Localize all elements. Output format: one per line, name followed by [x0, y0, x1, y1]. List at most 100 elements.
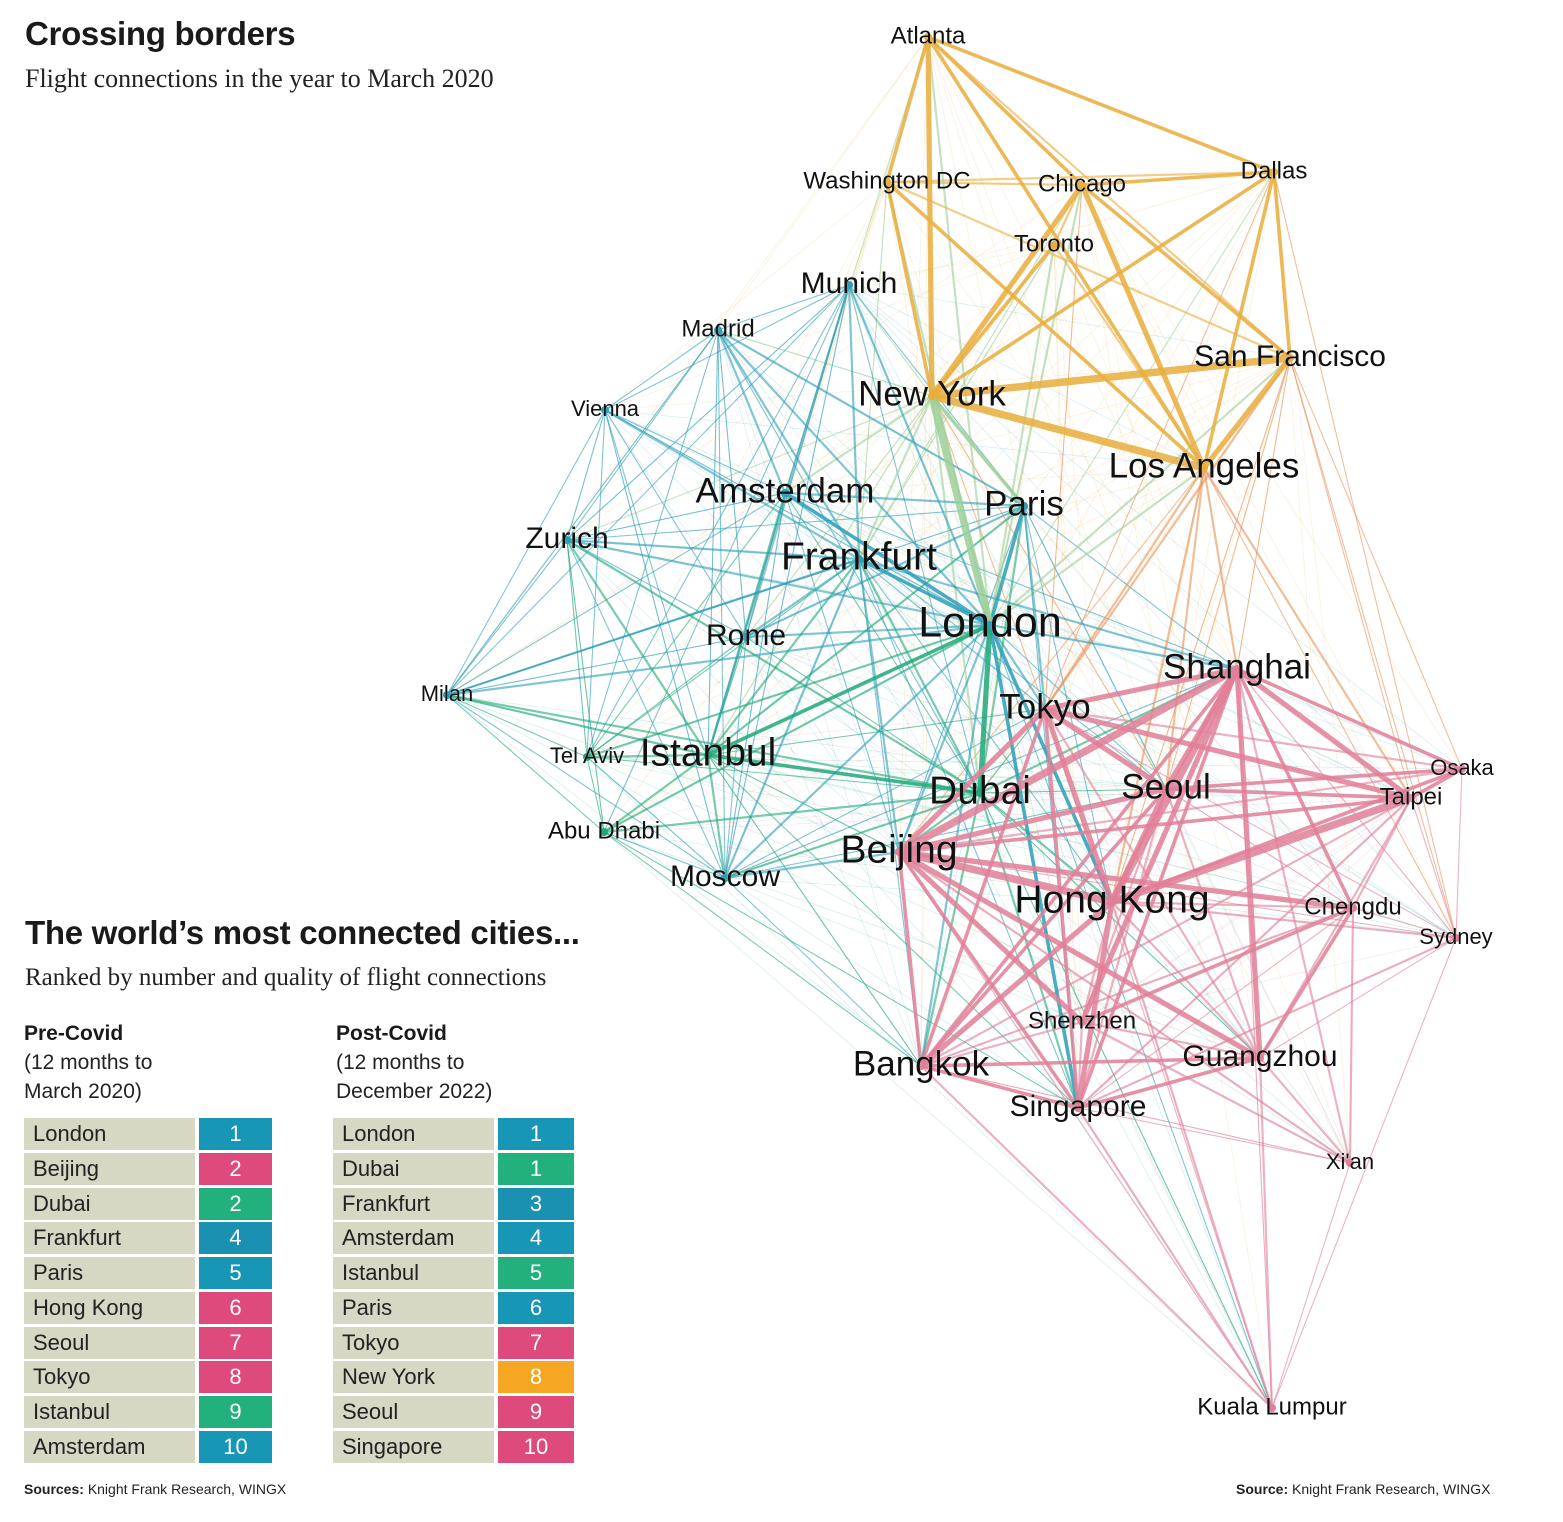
post-covid-row-singapore: Singapore 10 [333, 1430, 574, 1463]
node-frankfurt [855, 555, 863, 563]
link-zurich-dubai [565, 538, 982, 795]
link-los-angeles-shanghai [1202, 466, 1239, 671]
link-dubai-moscow [723, 791, 982, 880]
pre-covid-rank-istanbul: 9 [199, 1396, 272, 1428]
faint-link [717, 171, 1275, 331]
link-frankfurt-madrid [716, 328, 861, 561]
link-vienna-zurich [566, 409, 606, 541]
link-chicago-washington-dc [885, 180, 1084, 187]
ranking-title: The world’s most connected cities... [25, 914, 580, 951]
link-san-francisco-shanghai [1236, 357, 1291, 670]
post-covid-rank-paris: 6 [498, 1291, 574, 1324]
city-label-washington-dc: Washington DC [803, 167, 970, 194]
link-dubai-hong-kong [978, 791, 1114, 904]
city-label-san-francisco: San Francisco [1194, 340, 1386, 373]
node-beijing [895, 848, 903, 856]
post-covid-rank-frankfurt: 3 [498, 1187, 574, 1220]
link-madrid-vienna [604, 329, 719, 411]
post-covid-rank-singapore: 10 [498, 1430, 574, 1463]
city-label-osaka: Osaka [1430, 755, 1494, 780]
link-new-york-zurich [566, 395, 933, 541]
link-frankfurt-tokyo [858, 558, 1046, 710]
sources-right: Source: Knight Frank Research, WINGX [1236, 1481, 1490, 1497]
node-kuala-lumpur [1268, 1404, 1276, 1412]
faint-link [920, 505, 1025, 1067]
link-milan-tel-aviv [446, 694, 588, 758]
link-sydney-kuala-lumpur [1271, 937, 1457, 1409]
node-tel-aviv [583, 753, 591, 761]
sources-right-label: Source: [1236, 1481, 1289, 1497]
faint-link [886, 181, 1113, 903]
faint-link [858, 357, 1291, 560]
link-taipei-osaka [1409, 767, 1464, 800]
faint-link [848, 284, 1412, 799]
link-shanghai-osaka [1235, 667, 1464, 771]
faint-link [717, 329, 922, 1067]
faint-link [1053, 244, 1238, 670]
link-new-york-seoul [931, 395, 1167, 790]
link-madrid-milan [446, 329, 719, 696]
faint-link [848, 284, 1046, 710]
link-shenzhen-chengdu [1080, 906, 1355, 1024]
post-covid-city-singapore: Singapore [333, 1430, 494, 1463]
link-san-francisco-sydney [1289, 357, 1457, 939]
link-istanbul-abu-dhabi [602, 753, 710, 834]
link-istanbul-tel-aviv [585, 753, 710, 759]
pre-covid-city-seoul: Seoul [24, 1326, 195, 1359]
link-chicago-san-francisco [1080, 183, 1292, 360]
pre-covid-city-dubai: Dubai [24, 1187, 195, 1220]
link-amsterdam-milan [446, 492, 786, 696]
link-xi-an-kuala-lumpur [1271, 1162, 1351, 1409]
faint-link [745, 36, 929, 638]
link-shanghai-shenzhen [1079, 666, 1240, 1025]
link-new-york-los-angeles [928, 392, 1208, 472]
link-milan-moscow [446, 694, 726, 879]
pre-covid-rank-beijing: 2 [199, 1152, 272, 1185]
link-abu-dhabi-singapore [603, 831, 1079, 1109]
link-milan-istanbul [445, 693, 710, 757]
pre-covid-rank-frankfurt: 4 [199, 1222, 272, 1255]
link-beijing-shanghai [895, 665, 1241, 856]
node-shenzhen [1078, 1018, 1086, 1026]
link-new-york-san-francisco [928, 354, 1294, 400]
city-label-bangkok: Bangkok [853, 1044, 990, 1083]
faint-link [784, 492, 1463, 770]
city-label-vienna: Vienna [571, 396, 640, 421]
link-san-francisco-taipei [1289, 357, 1412, 799]
faint-link [586, 756, 1261, 1059]
post-covid-period-line2: December 2022) [336, 1080, 493, 1103]
link-hong-kong-tokyo [1042, 706, 1115, 905]
node-san-francisco [1286, 354, 1294, 362]
link-london-amsterdam [783, 491, 992, 627]
node-istanbul [704, 751, 712, 759]
node-new-york [928, 392, 936, 400]
link-madrid-zurich [566, 329, 719, 541]
faint-link [920, 36, 929, 1067]
link-chicago-los-angeles [1079, 182, 1207, 471]
node-amsterdam [781, 489, 789, 497]
link-guangzhou-bangkok [919, 1056, 1262, 1068]
city-label-seoul: Seoul [1121, 767, 1211, 806]
link-dallas-los-angeles [1202, 170, 1276, 470]
link-london-vienna [604, 409, 991, 626]
link-vienna-milan [446, 409, 606, 696]
link-frankfurt-shanghai [857, 557, 1239, 671]
post-covid-rank-tokyo: 7 [498, 1326, 574, 1359]
link-dallas-san-francisco [1272, 170, 1292, 360]
link-abu-dhabi-tel-aviv [586, 756, 605, 833]
link-atlanta-washington-dc [885, 35, 930, 184]
node-chengdu [1349, 904, 1357, 912]
faint-link [446, 694, 922, 1067]
pre-covid-row-london: London 1 [24, 1118, 272, 1150]
link-london-istanbul [706, 623, 992, 757]
faint-link [724, 877, 1079, 1109]
city-label-xi-an: Xi'an [1326, 1149, 1374, 1174]
faint-link [586, 181, 888, 758]
link-dallas-sydney [1273, 171, 1457, 939]
link-abu-dhabi-bangkok [603, 831, 922, 1067]
post-covid-city-istanbul: Istanbul [333, 1257, 494, 1289]
link-seoul-taipei [1164, 787, 1413, 800]
link-atlanta-chicago [926, 35, 1084, 187]
link-new-york-paris [930, 394, 1026, 508]
link-taipei-bangkok [919, 796, 1413, 1068]
